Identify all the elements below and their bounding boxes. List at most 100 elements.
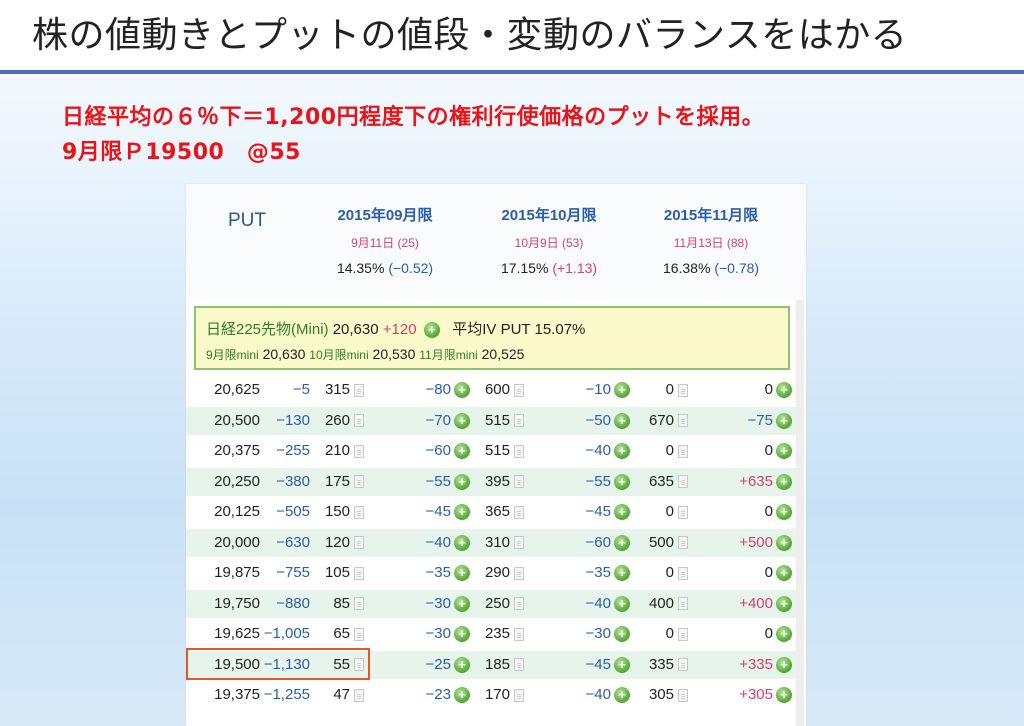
plus-icon[interactable]: + [454, 473, 470, 490]
put-price-oct[interactable]: 170 [468, 686, 524, 703]
plus-icon[interactable]: + [614, 382, 630, 399]
put-price-nov[interactable]: 335 [626, 656, 688, 673]
document-icon[interactable] [678, 566, 688, 580]
put-price-nov[interactable]: 0 [626, 503, 688, 520]
plus-icon[interactable]: + [614, 412, 630, 429]
plus-icon[interactable]: + [454, 443, 470, 460]
document-icon[interactable] [354, 688, 364, 702]
put-price-oct[interactable]: 310 [468, 534, 524, 551]
put-price-nov[interactable]: 670 [626, 412, 688, 429]
month-header-sep[interactable]: 2015年09月限 9月11日 (25) 14.35% (−0.52) [310, 204, 460, 276]
plus-icon[interactable]: + [776, 382, 792, 399]
plus-icon[interactable]: + [454, 656, 470, 673]
plus-icon[interactable]: + [614, 443, 630, 460]
document-icon[interactable] [678, 505, 688, 519]
document-icon[interactable] [354, 505, 364, 519]
put-price-sep[interactable]: 210 [312, 442, 364, 459]
document-icon[interactable] [678, 658, 688, 672]
put-price-nov[interactable]: 500 [626, 534, 688, 551]
document-icon[interactable] [354, 627, 364, 641]
plus-icon[interactable]: + [614, 504, 630, 521]
month-label[interactable]: 2015年11月限 [663, 207, 759, 224]
put-price-sep[interactable]: 85 [312, 595, 364, 612]
document-icon[interactable] [514, 536, 524, 550]
plus-icon[interactable]: + [776, 595, 792, 612]
put-price-oct[interactable]: 365 [468, 503, 524, 520]
put-price-sep[interactable]: 175 [312, 473, 364, 490]
month-label[interactable]: 2015年10月限 [501, 207, 597, 224]
document-icon[interactable] [678, 475, 688, 489]
document-icon[interactable] [678, 627, 688, 641]
document-icon[interactable] [514, 414, 524, 428]
document-icon[interactable] [354, 383, 364, 397]
document-icon[interactable] [354, 475, 364, 489]
plus-icon[interactable]: + [776, 626, 792, 643]
put-price-oct[interactable]: 250 [468, 595, 524, 612]
put-price-oct[interactable]: 395 [468, 473, 524, 490]
put-price-nov[interactable]: 0 [626, 564, 688, 581]
plus-icon[interactable]: + [614, 473, 630, 490]
plus-icon[interactable]: + [423, 322, 440, 339]
plus-icon[interactable]: + [776, 504, 792, 521]
document-icon[interactable] [354, 444, 364, 458]
plus-icon[interactable]: + [454, 412, 470, 429]
put-price-oct[interactable]: 515 [468, 442, 524, 459]
plus-icon[interactable]: + [614, 565, 630, 582]
put-price-oct[interactable]: 235 [468, 625, 524, 642]
document-icon[interactable] [678, 536, 688, 550]
document-icon[interactable] [514, 444, 524, 458]
document-icon[interactable] [678, 414, 688, 428]
put-price-sep[interactable]: 120 [312, 534, 364, 551]
plus-icon[interactable]: + [454, 687, 470, 704]
document-icon[interactable] [514, 475, 524, 489]
document-icon[interactable] [678, 383, 688, 397]
plus-icon[interactable]: + [454, 595, 470, 612]
plus-icon[interactable]: + [614, 626, 630, 643]
put-price-sep[interactable]: 260 [312, 412, 364, 429]
document-icon[interactable] [354, 566, 364, 580]
plus-icon[interactable]: + [614, 595, 630, 612]
plus-icon[interactable]: + [776, 565, 792, 582]
put-price-nov[interactable]: 0 [626, 442, 688, 459]
plus-icon[interactable]: + [776, 412, 792, 429]
document-icon[interactable] [514, 566, 524, 580]
document-icon[interactable] [354, 597, 364, 611]
document-icon[interactable] [678, 444, 688, 458]
plus-icon[interactable]: + [776, 687, 792, 704]
document-icon[interactable] [514, 688, 524, 702]
put-price-sep[interactable]: 65 [312, 625, 364, 642]
plus-icon[interactable]: + [776, 656, 792, 673]
document-icon[interactable] [514, 658, 524, 672]
plus-icon[interactable]: + [454, 382, 470, 399]
plus-icon[interactable]: + [776, 534, 792, 551]
put-price-sep[interactable]: 105 [312, 564, 364, 581]
put-price-sep[interactable]: 150 [312, 503, 364, 520]
put-price-oct[interactable]: 515 [468, 412, 524, 429]
put-price-sep[interactable]: 55 [312, 656, 364, 673]
put-price-sep[interactable]: 47 [312, 686, 364, 703]
document-icon[interactable] [514, 383, 524, 397]
document-icon[interactable] [354, 536, 364, 550]
put-price-nov[interactable]: 400 [626, 595, 688, 612]
put-price-oct[interactable]: 185 [468, 656, 524, 673]
document-icon[interactable] [514, 627, 524, 641]
document-icon[interactable] [678, 688, 688, 702]
month-header-oct[interactable]: 2015年10月限 10月9日 (53) 17.15% (+1.13) [474, 204, 624, 276]
document-icon[interactable] [678, 597, 688, 611]
put-price-oct[interactable]: 600 [468, 381, 524, 398]
plus-icon[interactable]: + [454, 626, 470, 643]
put-price-oct[interactable]: 290 [468, 564, 524, 581]
scrollbar[interactable] [796, 300, 804, 726]
plus-icon[interactable]: + [776, 443, 792, 460]
plus-icon[interactable]: + [454, 534, 470, 551]
month-header-nov[interactable]: 2015年11月限 11月13日 (88) 16.38% (−0.78) [636, 204, 786, 276]
document-icon[interactable] [514, 597, 524, 611]
plus-icon[interactable]: + [614, 656, 630, 673]
plus-icon[interactable]: + [614, 687, 630, 704]
put-price-nov[interactable]: 635 [626, 473, 688, 490]
month-label[interactable]: 2015年09月限 [337, 207, 433, 224]
plus-icon[interactable]: + [454, 504, 470, 521]
document-icon[interactable] [354, 414, 364, 428]
put-price-nov[interactable]: 305 [626, 686, 688, 703]
document-icon[interactable] [514, 505, 524, 519]
